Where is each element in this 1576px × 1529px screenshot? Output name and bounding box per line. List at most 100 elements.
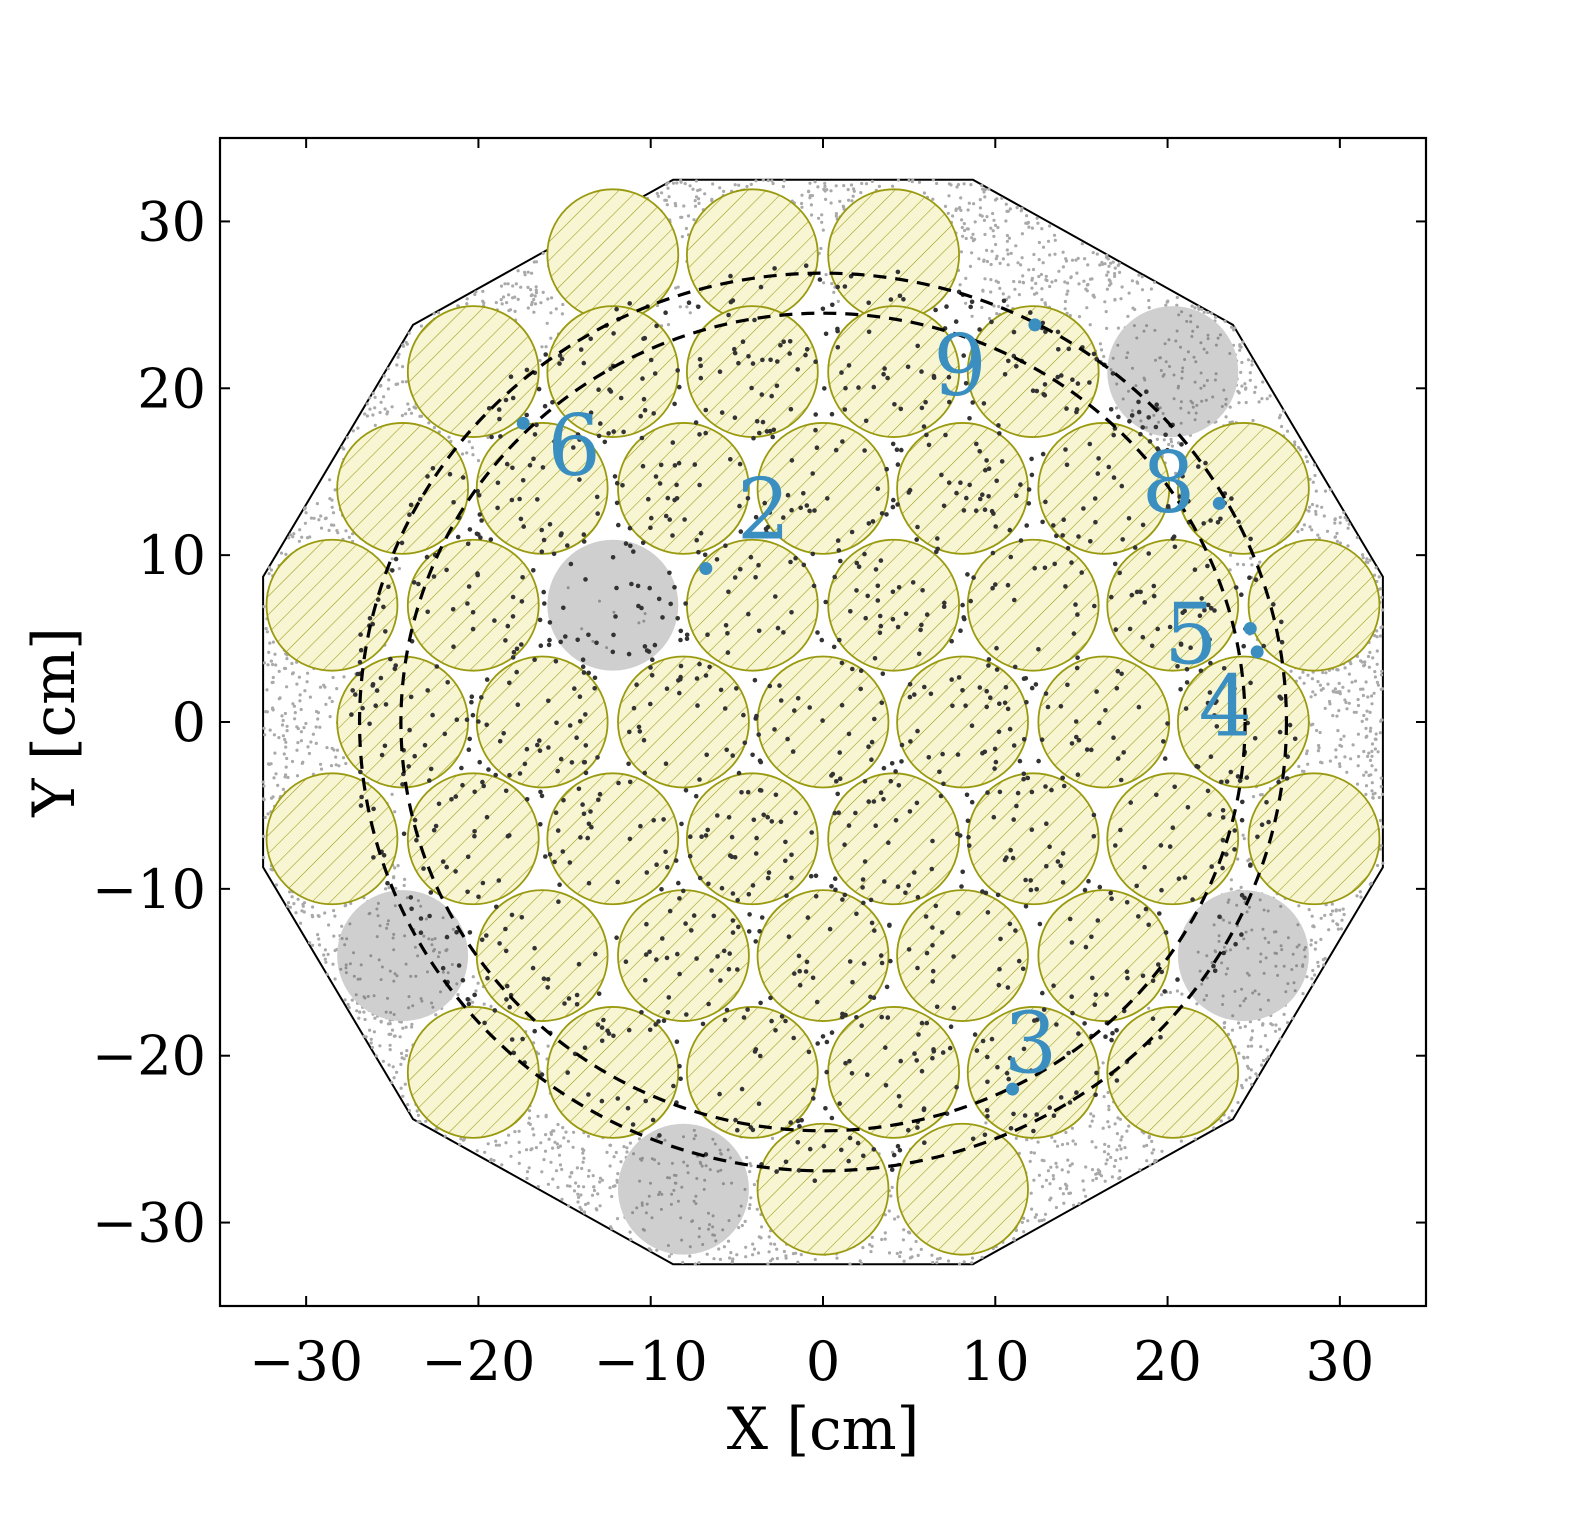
background-point [505, 301, 509, 305]
background-point [674, 204, 678, 208]
background-point [622, 1145, 626, 1149]
background-point [1331, 919, 1335, 923]
inactive-pmt-point [670, 1192, 674, 1196]
background-point [1005, 209, 1009, 213]
background-point [1262, 1058, 1266, 1063]
background-point [327, 528, 331, 533]
background-point [294, 911, 298, 915]
background-point [519, 285, 523, 289]
background-point [432, 312, 436, 316]
background-point [582, 1156, 586, 1160]
background-point [332, 934, 336, 938]
background-point [372, 1030, 376, 1034]
background-point [1370, 781, 1374, 785]
background-point [305, 680, 309, 684]
inactive-pmt-point [1135, 336, 1139, 340]
background-point [1162, 438, 1166, 442]
event-point [859, 1023, 864, 1028]
background-point [1373, 675, 1377, 679]
background-point [277, 697, 281, 701]
background-point [678, 305, 682, 309]
background-point [747, 1206, 752, 1210]
background-point [516, 269, 520, 273]
background-point [1127, 1124, 1131, 1128]
inactive-pmt-point [692, 1199, 696, 1203]
background-point [1026, 1219, 1030, 1223]
active-pmt [617, 655, 750, 789]
event-point [358, 769, 363, 775]
inactive-pmt-point [433, 937, 437, 941]
event-point [823, 1106, 828, 1111]
background-point [379, 1019, 383, 1023]
background-point [1244, 1078, 1248, 1082]
event-point [757, 430, 762, 436]
background-point [1238, 1026, 1242, 1030]
background-point [1367, 665, 1371, 669]
background-point [756, 1251, 761, 1255]
background-point [1372, 691, 1376, 695]
background-point [1118, 270, 1122, 274]
background-point [896, 178, 901, 182]
background-point [265, 630, 269, 634]
background-point [1308, 525, 1312, 529]
background-point [1070, 1126, 1074, 1130]
background-point [406, 402, 410, 406]
background-point [467, 440, 471, 444]
background-point [319, 767, 324, 771]
background-point [824, 273, 828, 277]
event-point [399, 540, 405, 546]
background-point [577, 1195, 581, 1199]
background-point [1085, 283, 1089, 287]
inactive-pmt-point [1264, 956, 1268, 960]
background-point [919, 1247, 923, 1251]
background-point [1357, 754, 1361, 759]
background-point [1223, 319, 1227, 323]
inactive-pmt-point [1242, 937, 1246, 941]
background-point [273, 652, 277, 656]
active-pmt [406, 305, 540, 438]
event-point [696, 304, 701, 310]
background-point [1360, 719, 1364, 724]
background-point [295, 774, 300, 778]
background-point [584, 1202, 588, 1207]
event-point [821, 1143, 827, 1149]
background-point [1380, 669, 1384, 673]
inactive-pmt-point [605, 646, 609, 650]
background-point [293, 717, 297, 721]
event-points [349, 263, 1298, 1183]
inactive-pmt-point [344, 971, 348, 975]
background-point [1261, 380, 1265, 384]
background-point [336, 531, 340, 535]
background-point [752, 1183, 757, 1187]
background-point [1230, 1028, 1235, 1032]
active-pmt-edge [265, 772, 399, 906]
background-point [693, 199, 697, 203]
background-point [809, 203, 814, 207]
background-point [511, 284, 515, 288]
background-point [497, 1143, 501, 1147]
event-point [988, 695, 993, 700]
inactive-pmt-point [679, 1216, 683, 1220]
background-point [1342, 734, 1346, 738]
background-point [1164, 303, 1168, 307]
background-point [387, 1032, 391, 1036]
background-point [1281, 409, 1285, 413]
background-point [307, 751, 311, 756]
background-point [1327, 928, 1331, 932]
background-point [1015, 206, 1019, 210]
background-point [745, 184, 749, 189]
background-point [740, 1223, 744, 1228]
inactive-pmt-point [1226, 967, 1230, 971]
background-point [1213, 315, 1218, 319]
background-point [1338, 521, 1342, 525]
background-point [1064, 1130, 1068, 1135]
background-point [994, 257, 998, 261]
inactive-pmt-point [1226, 900, 1230, 904]
inactive-pmt-point [680, 1185, 684, 1189]
inactive-pmt-point [718, 1148, 722, 1152]
inactive-pmt-point [1199, 371, 1203, 375]
background-point [1197, 307, 1201, 311]
background-point [1119, 1157, 1123, 1161]
background-point [333, 488, 337, 492]
active-pmt-edge [685, 188, 819, 322]
